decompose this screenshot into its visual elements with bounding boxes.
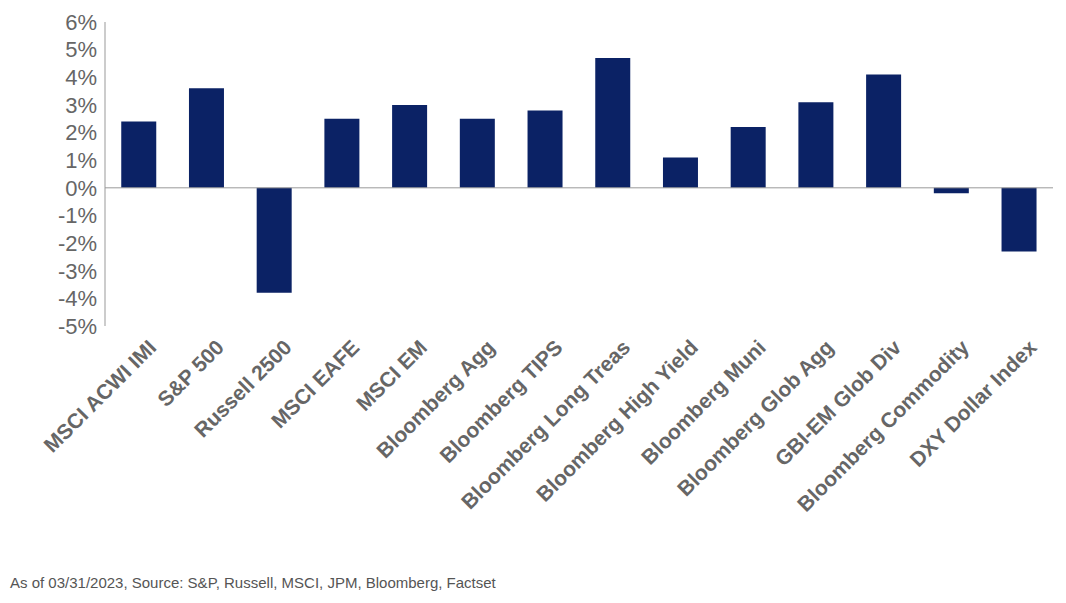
svg-text:-1%: -1% bbox=[58, 203, 97, 228]
svg-text:-2%: -2% bbox=[58, 231, 97, 256]
svg-text:Bloomberg Long Treas: Bloomberg Long Treas bbox=[456, 335, 635, 514]
svg-text:-3%: -3% bbox=[58, 259, 97, 284]
svg-text:MSCI EM: MSCI EM bbox=[351, 335, 432, 416]
svg-text:3%: 3% bbox=[65, 93, 97, 118]
svg-text:6%: 6% bbox=[65, 10, 97, 35]
html-text:As of 03/31/2023, Source: S&P,: As of 03/31/2023, Source: S&P, Russell, … bbox=[10, 574, 496, 591]
svg-text:Bloomberg TIPS: Bloomberg TIPS bbox=[435, 335, 567, 467]
svg-text:S&P 500: S&P 500 bbox=[152, 335, 229, 411]
svg-text:2%: 2% bbox=[65, 120, 97, 145]
svg-text:4%: 4% bbox=[65, 65, 97, 90]
svg-text:DXY Dollar Index: DXY Dollar Index bbox=[905, 335, 1041, 471]
svg-text:-4%: -4% bbox=[58, 286, 97, 311]
svg-text:1%: 1% bbox=[65, 148, 97, 173]
svg-text:Russell 2500: Russell 2500 bbox=[189, 335, 296, 442]
svg-text:Bloomberg Glob Agg: Bloomberg Glob Agg bbox=[672, 335, 838, 501]
svg-text:GBI-EM Glob Div: GBI-EM Glob Div bbox=[770, 335, 905, 470]
svg-text:Bloomberg Muni: Bloomberg Muni bbox=[636, 335, 769, 468]
svg-text:Bloomberg High Yield: Bloomberg High Yield bbox=[531, 335, 703, 506]
svg-text:MSCI EAFE: MSCI EAFE bbox=[266, 335, 363, 432]
svg-text:5%: 5% bbox=[65, 37, 97, 62]
svg-text:-5%: -5% bbox=[58, 314, 97, 339]
svg-text:Bloomberg Commodity: Bloomberg Commodity bbox=[792, 335, 973, 516]
svg-text:MSCI ACWI IMI: MSCI ACWI IMI bbox=[39, 335, 160, 456]
svg-text:Bloomberg Agg: Bloomberg Agg bbox=[372, 335, 499, 462]
svg-text:0%: 0% bbox=[65, 176, 97, 201]
